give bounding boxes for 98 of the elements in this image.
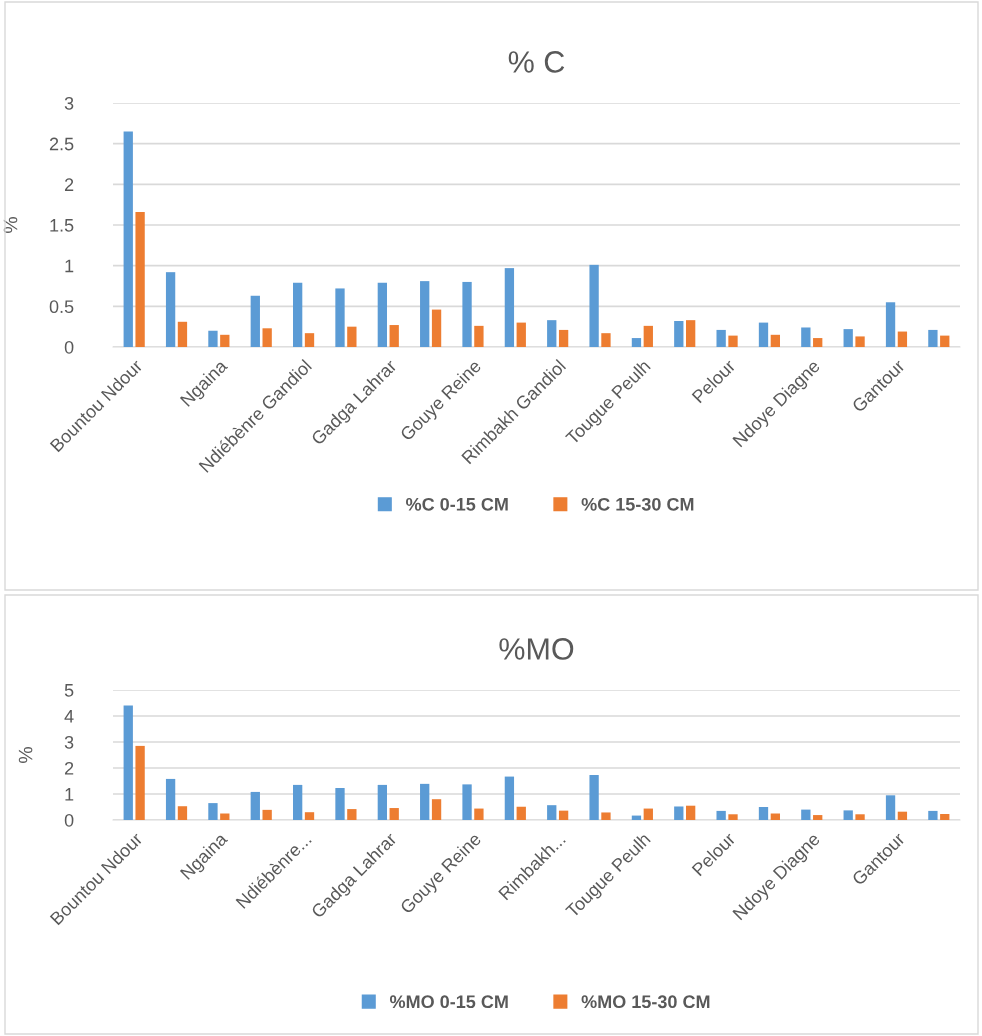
bar xyxy=(389,808,399,820)
bar xyxy=(716,810,726,820)
bar xyxy=(728,814,738,820)
bar xyxy=(208,330,218,347)
y-tick-label: 2 xyxy=(64,761,74,775)
bar xyxy=(843,329,853,347)
bar xyxy=(855,814,865,820)
bar xyxy=(177,806,188,820)
y-axis-title: % xyxy=(3,217,18,233)
bar xyxy=(250,791,260,820)
bar xyxy=(389,325,399,347)
bar xyxy=(377,784,387,820)
bar xyxy=(377,282,387,347)
bar xyxy=(885,302,896,347)
bar xyxy=(940,814,950,820)
bar xyxy=(504,268,515,347)
bar xyxy=(928,810,938,820)
bar xyxy=(897,331,908,347)
bar xyxy=(589,775,599,820)
legend-label: %MO 0-15 CM xyxy=(389,995,508,1009)
y-tick-label: 2 xyxy=(64,178,74,191)
bar xyxy=(304,812,315,820)
y-tick-label: 4 xyxy=(64,710,74,723)
bar xyxy=(674,320,684,347)
bar xyxy=(516,322,526,347)
y-tick-label: 3 xyxy=(64,96,74,110)
bar xyxy=(547,320,557,347)
bar xyxy=(643,325,653,347)
bar xyxy=(558,329,569,347)
bar xyxy=(940,335,950,347)
bar xyxy=(686,320,696,347)
bar xyxy=(347,326,357,347)
bar xyxy=(758,322,769,347)
y-axis-title: % xyxy=(18,747,33,763)
bar xyxy=(716,329,726,347)
bar xyxy=(165,778,176,820)
bar xyxy=(474,325,484,347)
bar xyxy=(801,327,811,347)
y-tick-label: 0 xyxy=(64,813,74,827)
bar xyxy=(347,809,357,820)
bar xyxy=(843,810,853,820)
y-tick-label: 3 xyxy=(64,735,74,749)
bar xyxy=(177,321,188,347)
bar xyxy=(558,810,569,820)
bar xyxy=(589,264,599,347)
bar xyxy=(431,799,442,820)
bar xyxy=(813,815,823,820)
bar xyxy=(262,328,272,347)
bar xyxy=(674,806,684,820)
bar xyxy=(208,803,218,820)
bar xyxy=(770,334,781,347)
bar xyxy=(165,272,176,347)
bar xyxy=(631,338,642,347)
bar xyxy=(928,329,938,347)
y-tick-label: 0 xyxy=(64,340,74,354)
y-tick-label: 1.5 xyxy=(50,219,74,232)
bar xyxy=(801,809,811,820)
bar xyxy=(335,788,345,820)
bar xyxy=(220,334,230,347)
bar xyxy=(431,309,442,347)
chart-title: % C xyxy=(508,51,565,73)
bar xyxy=(135,745,145,820)
bar xyxy=(758,807,769,820)
y-tick-label: 0.5 xyxy=(49,300,74,314)
bar xyxy=(813,338,823,347)
bar xyxy=(262,809,272,820)
bar xyxy=(292,784,303,820)
bar xyxy=(135,211,145,347)
bar xyxy=(547,805,557,820)
legend-label: %C 0-15 CM xyxy=(406,497,508,511)
bar xyxy=(516,806,526,820)
chart-title: %MO xyxy=(499,638,574,660)
y-tick-label: 2.5 xyxy=(49,137,74,151)
bar xyxy=(123,131,133,347)
y-tick-label: 1 xyxy=(65,259,74,273)
y-tick-label: 5 xyxy=(64,684,74,697)
bar xyxy=(855,336,865,347)
bar xyxy=(420,783,430,820)
bar xyxy=(292,282,303,347)
y-tick-label: 1 xyxy=(65,788,74,801)
bar xyxy=(504,776,515,820)
bar xyxy=(420,281,430,347)
bar xyxy=(304,333,315,347)
bar xyxy=(462,784,472,820)
bar xyxy=(601,333,611,347)
bar xyxy=(686,805,696,820)
bar xyxy=(335,288,345,347)
legend-label: %MO 15-30 CM xyxy=(581,995,710,1009)
bar xyxy=(885,795,896,820)
bar xyxy=(601,812,611,820)
legend-label: %C 15-30 CM xyxy=(581,497,694,511)
bar xyxy=(643,808,653,820)
bar xyxy=(250,295,260,347)
bar xyxy=(123,705,133,820)
bar xyxy=(728,335,738,347)
bar xyxy=(897,811,908,820)
bar xyxy=(462,281,472,347)
bar xyxy=(474,808,484,820)
